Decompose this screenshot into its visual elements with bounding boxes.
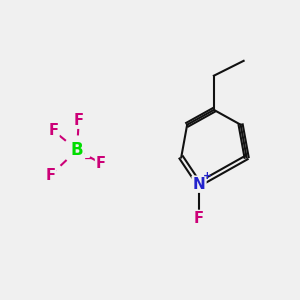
Text: B: B [71,141,83,159]
Text: F: F [45,168,56,183]
Text: F: F [194,211,204,226]
Text: F: F [74,113,84,128]
Text: N: N [193,177,206,192]
Text: F: F [48,123,59,138]
Text: −: − [84,154,93,164]
Text: +: + [203,171,212,181]
Text: F: F [96,156,106,171]
